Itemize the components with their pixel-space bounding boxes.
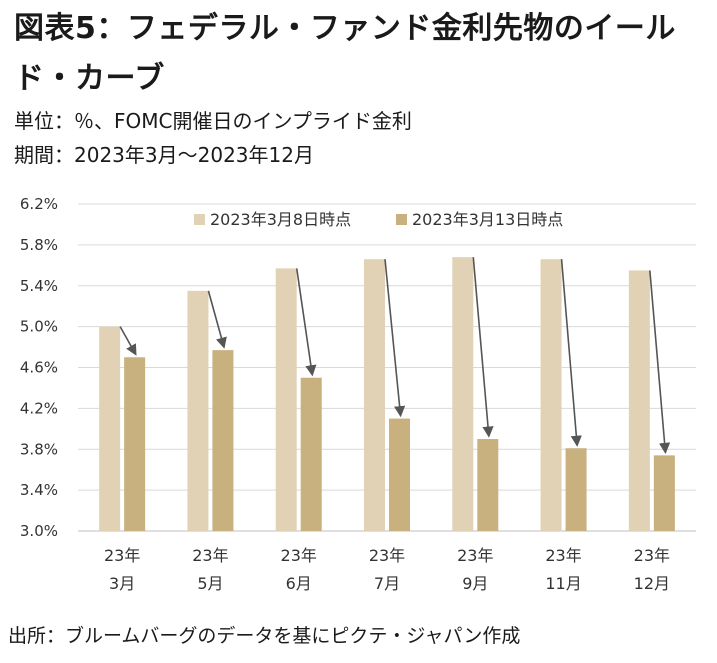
bar-series-1 — [452, 257, 474, 531]
chart-title: 図表5：フェデラル・ファンド金利先物のイールド・カーブ — [14, 11, 676, 96]
y-tick-label: 3.4% — [20, 481, 58, 499]
x-tick-label: 23年 — [104, 546, 140, 565]
y-tick-label: 6.2% — [20, 195, 58, 213]
bar-series-1 — [99, 326, 121, 531]
gridlines — [78, 203, 696, 532]
x-tick-label: 11月 — [545, 574, 581, 593]
y-tick-label: 5.8% — [20, 236, 58, 254]
change-arrow — [560, 259, 582, 447]
y-axis-ticks: 3.0% 3.4% 3.8% 4.2% 4.6% 5.0% 5.4% 5.8% 6.2% — [20, 195, 58, 540]
x-tick-label: 12月 — [634, 574, 670, 593]
y-tick-label: 3.0% — [20, 522, 58, 540]
x-tick-label: 23年 — [634, 546, 670, 565]
arrows — [119, 257, 671, 455]
legend-swatch — [194, 214, 205, 225]
x-tick-label: 23年 — [281, 546, 317, 565]
bar-series-2 — [300, 377, 322, 531]
bar-series-2 — [124, 357, 146, 531]
x-tick-label: 23年 — [545, 546, 581, 565]
bar-series-2 — [212, 350, 234, 531]
x-tick-label: 5月 — [197, 574, 223, 593]
bar-series-2 — [653, 455, 675, 531]
legend: 2023年3月8日時点 2023年3月13日時点 — [194, 210, 563, 229]
x-axis-ticks: 23年 3月 23年 5月 23年 6月 23年 7月 23年 9月 23年 11月 23年 12月 — [104, 546, 670, 593]
legend-swatch — [396, 214, 407, 225]
source-note: 出所：ブルームバーグのデータを基にピクテ・ジャパン作成 — [8, 625, 521, 647]
x-tick-label: 7月 — [374, 574, 400, 593]
x-tick-label: 9月 — [462, 574, 488, 593]
y-tick-label: 3.8% — [20, 440, 58, 458]
change-arrow — [472, 257, 494, 438]
x-tick-label: 23年 — [192, 546, 228, 565]
bar-series-2 — [389, 418, 410, 531]
period-note: 期間：2023年3月～2023年12月 — [14, 143, 314, 167]
bars — [99, 257, 675, 531]
y-tick-label: 5.4% — [20, 277, 58, 295]
change-arrow — [207, 290, 227, 349]
bar-series-1 — [364, 259, 385, 531]
change-arrow — [119, 326, 137, 356]
change-arrow — [295, 268, 317, 377]
x-tick-label: 23年 — [457, 546, 493, 565]
bar-series-2 — [477, 439, 499, 531]
unit-note: 単位：％、FOMC開催日のインプライド金利 — [14, 109, 412, 133]
y-tick-label: 4.6% — [20, 359, 58, 377]
y-tick-label: 5.0% — [20, 318, 58, 336]
x-tick-label: 23年 — [369, 546, 405, 565]
x-tick-label: 6月 — [286, 574, 312, 593]
bar-series-1 — [540, 259, 562, 531]
change-arrow — [384, 259, 406, 418]
bar-series-1 — [275, 268, 297, 531]
bar-series-1 — [628, 270, 650, 531]
legend-label: 2023年3月13日時点 — [412, 210, 563, 229]
x-tick-label: 3月 — [109, 574, 135, 593]
y-tick-label: 4.2% — [20, 399, 58, 417]
change-arrow — [649, 270, 671, 455]
bar-series-1 — [187, 290, 209, 531]
legend-label: 2023年3月8日時点 — [210, 210, 351, 229]
bar-series-2 — [565, 448, 587, 531]
